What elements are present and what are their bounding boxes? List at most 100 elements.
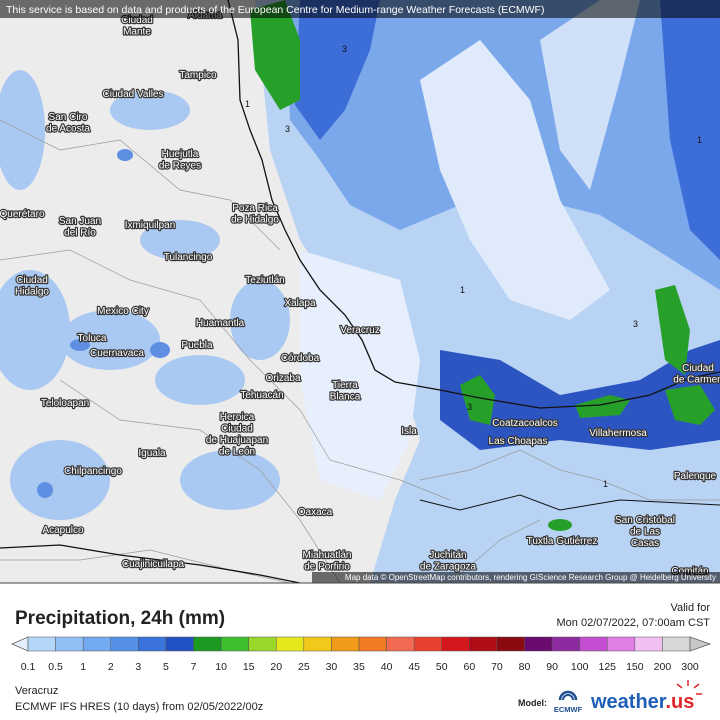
country-border — [419, 494, 720, 511]
precip-minimum — [420, 40, 610, 320]
colorbar-over — [689, 636, 712, 652]
precip-green — [250, 0, 300, 110]
colorbar-label: 50 — [436, 661, 448, 673]
precip-heavy — [440, 340, 720, 450]
place-label: Teziutlán — [245, 275, 284, 286]
attribution-bg — [312, 572, 720, 583]
colorbar-bin — [386, 636, 415, 652]
place-label: Casas — [631, 538, 659, 549]
colorbar-label: 125 — [598, 661, 616, 673]
brand-tld: .us — [665, 691, 694, 713]
places: CiudadManteAldamaTampicoCiudad VallesSan… — [0, 9, 720, 578]
brand: weather.us — [590, 691, 694, 713]
colorbar-bin — [248, 636, 277, 652]
contour-label: 1 — [603, 479, 608, 489]
place-label: Heroica — [220, 412, 255, 423]
place-label: Coatzacoalcos — [492, 418, 558, 429]
colorbar-label: 1 — [80, 661, 86, 673]
place-label: de León — [219, 447, 255, 458]
brand-name: weather — [590, 691, 667, 713]
colorbar-bin — [607, 636, 636, 652]
place-label: Villahermosa — [589, 428, 647, 439]
colorbar-bin — [469, 636, 498, 652]
colorbar-label: 300 — [681, 661, 699, 673]
brand-sun — [676, 680, 702, 695]
colorbar-label: 60 — [463, 661, 475, 673]
place-label: Tierra — [332, 380, 358, 391]
contour-label: 3 — [467, 402, 472, 412]
place-label: Juchitán — [429, 550, 466, 561]
place-label: de Zaragoza — [420, 562, 477, 573]
borders — [0, 119, 720, 583]
colorbar-label: 100 — [571, 661, 589, 673]
valid-label: Valid for — [670, 602, 710, 614]
place-label: Orizaba — [265, 373, 300, 384]
place-label: de Huajuapan — [206, 435, 268, 446]
place-label: Xalapa — [284, 298, 316, 309]
contour-label: 3 — [633, 319, 638, 329]
precip-green — [655, 285, 690, 375]
run-info: ECMWF IFS HRES (10 days) from 02/05/2022… — [15, 701, 263, 713]
colorbar-label: 90 — [546, 661, 558, 673]
colorbar-bin — [276, 636, 305, 652]
contour-label: 1 — [697, 135, 702, 145]
precip-green — [665, 385, 715, 425]
place-label: Mexico City — [97, 306, 149, 317]
place-label: Chilpancingo — [64, 466, 122, 477]
colorbar-bin — [82, 636, 111, 652]
notice-bg — [0, 0, 720, 18]
contour-label: 1 — [460, 285, 465, 295]
coastline — [0, 544, 301, 583]
colorbar-label: 2 — [108, 661, 114, 673]
colorbar-bin — [110, 636, 139, 652]
place-label: San Ciro — [49, 112, 88, 123]
place-label: Oaxaca — [298, 507, 333, 518]
place-label: Puebla — [181, 340, 213, 351]
colorbar-label: 35 — [353, 661, 365, 673]
colorbar-label: 10 — [215, 661, 227, 673]
colorbar-label: 7 — [191, 661, 197, 673]
place-label: San Cristóbal — [615, 515, 675, 526]
model-label: Model: — [518, 698, 547, 708]
place-label: del Río — [64, 228, 96, 239]
place-label: Miahuatlán — [303, 550, 352, 561]
colorbar-label: 40 — [381, 661, 393, 673]
colorbar-bin — [138, 636, 167, 652]
place-label: Huejutla — [162, 149, 199, 160]
colorbar-bin — [634, 636, 663, 652]
coastline — [227, 0, 720, 409]
place-label: Palenque — [674, 471, 717, 482]
place-label: Querétaro — [0, 209, 45, 220]
precip-minimum — [540, 0, 640, 190]
colorbar-label: 25 — [298, 661, 310, 673]
precip-green — [575, 395, 630, 418]
colorbar-bin — [551, 636, 580, 652]
colorbar-bin — [165, 636, 194, 652]
place-label: de Acosta — [46, 124, 90, 135]
place-label: de Hidalgo — [231, 215, 279, 226]
colorbar-bin — [662, 636, 691, 652]
colorbar-under — [11, 636, 29, 652]
place-label: Veracruz — [340, 325, 379, 336]
colorbar-label: 45 — [408, 661, 420, 673]
place-label: Mante — [123, 27, 151, 38]
colorbar-bin — [303, 636, 332, 652]
colorbar-label: 20 — [270, 661, 282, 673]
notice: This service is based on data and produc… — [6, 4, 544, 16]
ecmwf-text: ECMWF — [554, 705, 583, 714]
place-label: Ciudad — [16, 275, 48, 286]
place-label: Tehuacán — [240, 390, 283, 401]
contour-label: 3 — [285, 124, 290, 134]
colorbar-bin — [524, 636, 553, 652]
colorbar-bin — [413, 636, 442, 652]
colorbar-bin — [441, 636, 470, 652]
contour-label: 1 — [245, 99, 250, 109]
region: Veracruz — [15, 685, 58, 697]
ecmwf-logo: ECMWF — [554, 690, 583, 714]
colorbar-label: 3 — [135, 661, 141, 673]
colorbar-label: 150 — [626, 661, 644, 673]
place-label: Toluca — [78, 333, 107, 344]
colorbar-label: 70 — [491, 661, 503, 673]
place-label: Hidalgo — [15, 287, 49, 298]
colorbar-bin — [220, 636, 249, 652]
